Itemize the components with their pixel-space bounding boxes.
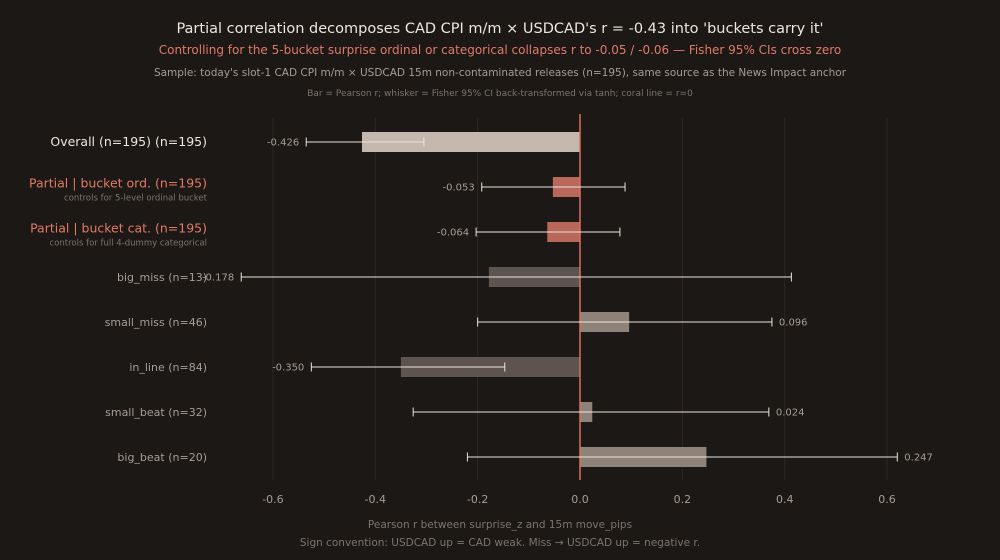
value-label: 0.024 [776,408,805,419]
row-labels: Overall (n=195) (n=195) Partial | bucket … [29,134,208,464]
row-label: big_miss (n=13) [117,271,207,284]
x-tick-label: -0.6 [262,493,283,506]
row-label: small_miss (n=46) [105,316,207,329]
x-tick-label: -0.2 [467,493,488,506]
value-label: 0.247 [904,453,933,464]
row-label: in_line (n=84) [129,361,207,374]
value-label: 0.096 [779,318,808,329]
row-label: Partial | bucket ord. (n=195) [29,176,207,191]
row-sublabel: controls for full 4-dummy categorical [50,239,207,249]
bar-overall [361,132,580,152]
row-sublabel: controls for 5-level ordinal bucket [64,194,208,204]
row-label: small_beat (n=32) [105,406,207,419]
x-axis-ticks: -0.6 -0.4 -0.2 0.0 0.2 0.4 0.6 [262,493,896,506]
row-label: Overall (n=195) (n=195) [50,134,207,149]
value-labels: -0.426 -0.053 -0.064 -0.178 0.096 -0.350 0.024… [202,138,933,464]
x-tick-label: 0.4 [776,493,794,506]
row-label: Partial | bucket cat. (n=195) [30,221,207,236]
value-label: -0.426 [267,138,299,149]
x-tick-label: -0.4 [365,493,386,506]
legend-note: Bar = Pearson r; whisker = Fisher 95% CI… [307,89,693,99]
value-label: -0.350 [272,363,304,374]
value-label: -0.178 [202,273,234,284]
grid-lines [272,118,888,480]
x-tick-label: 0.0 [571,493,589,506]
x-tick-label: 0.2 [674,493,692,506]
x-tick-label: 0.6 [878,493,896,506]
sign-convention-note: Sign convention: USDCAD up = CAD weak. M… [300,537,700,549]
chart-subtitle: Controlling for the 5-bucket surprise or… [159,43,842,57]
row-label: big_beat (n=20) [117,451,207,464]
value-label: -0.064 [437,228,469,239]
ci-whiskers [240,137,898,462]
chart-title: Partial correlation decomposes CAD CPI m… [176,21,823,37]
sample-note: Sample: today's slot-1 CAD CPI m/m × USD… [154,67,847,79]
bars [361,132,707,467]
x-axis-label: Pearson r between surprise_z and 15m mov… [368,519,632,531]
value-label: -0.053 [442,183,474,194]
